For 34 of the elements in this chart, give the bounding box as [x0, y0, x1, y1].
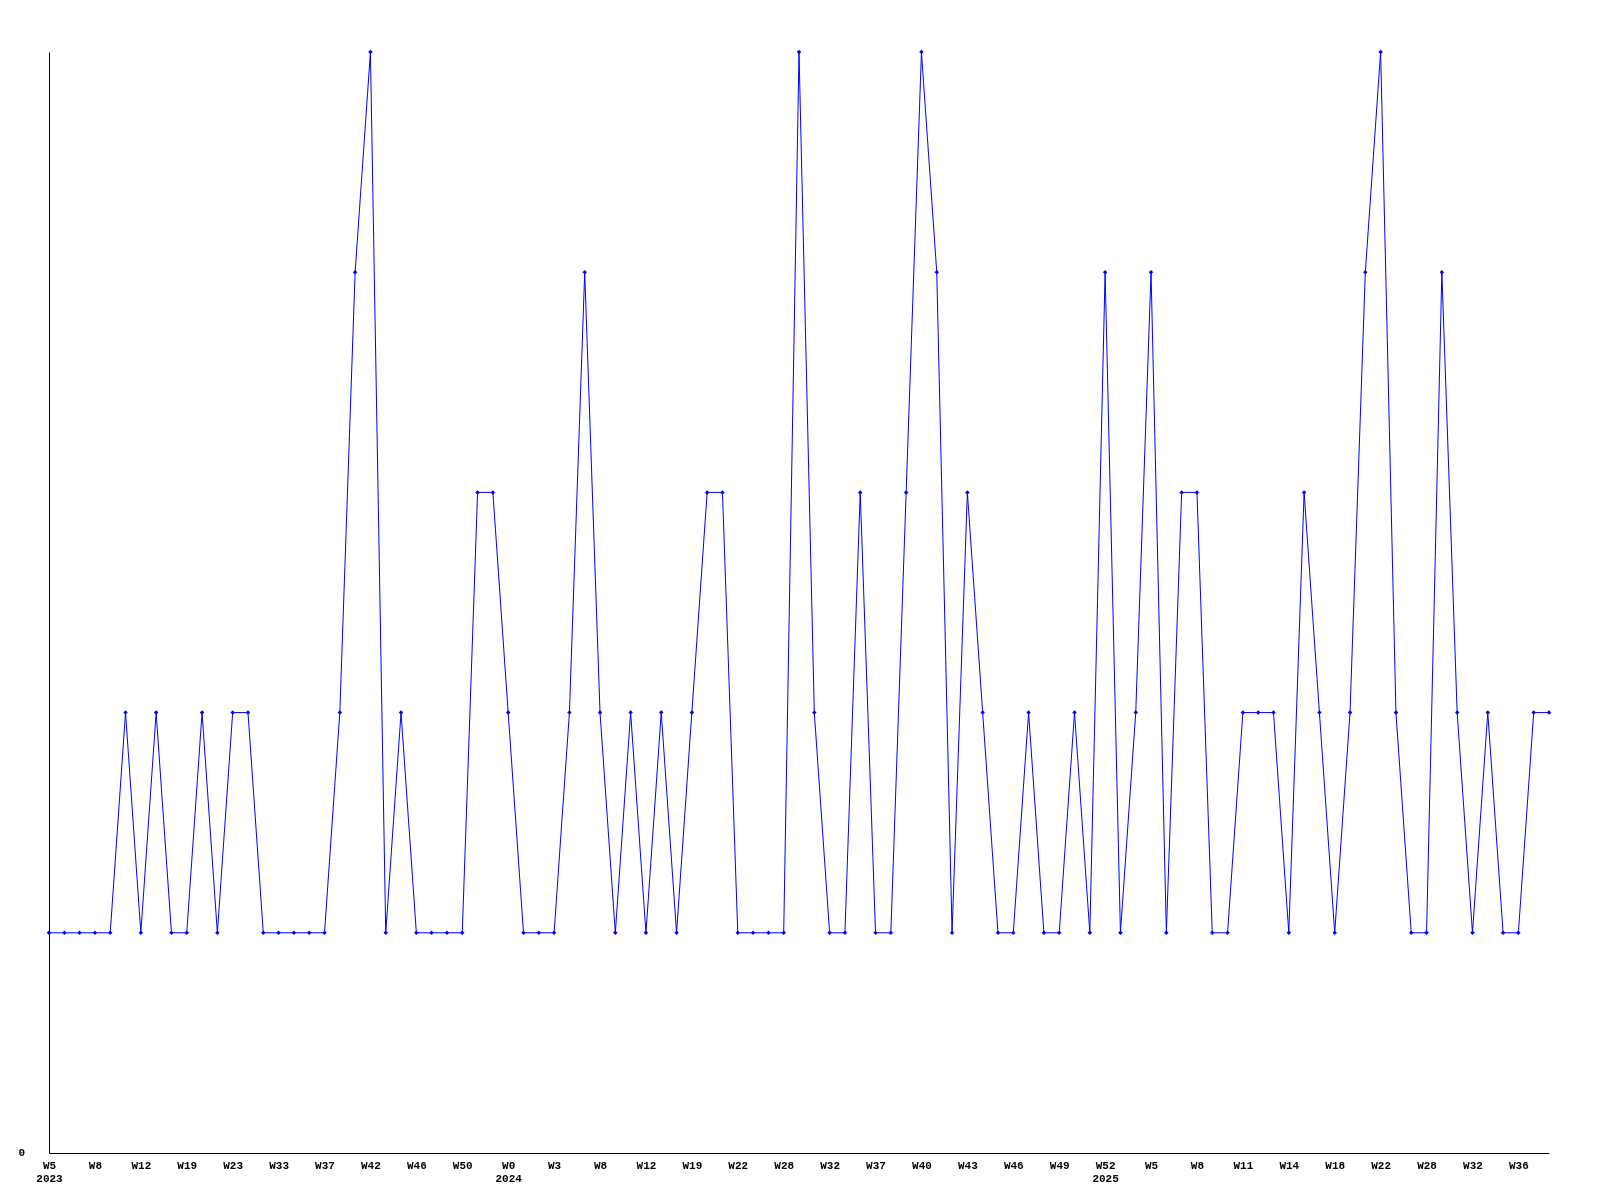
x-tick-label: W50 — [452, 1159, 473, 1172]
x-tick-label: W36 — [1508, 1159, 1529, 1172]
x-tick-label: W14 — [1279, 1159, 1300, 1172]
x-tick-label: W52 2025 — [1092, 1159, 1120, 1185]
x-tick-label: W5 2023 — [36, 1159, 64, 1185]
x-tick-label: W12 — [636, 1159, 657, 1172]
x-tick-label: W46 — [406, 1159, 427, 1172]
x-tick-label: W33 — [269, 1159, 290, 1172]
x-tick-label: W43 — [957, 1159, 979, 1172]
x-tick-label: W22 — [728, 1159, 749, 1172]
x-tick-label: W40 — [912, 1159, 932, 1172]
x-tick-label: W8 — [593, 1159, 608, 1172]
x-tick-label: W8 — [88, 1159, 103, 1172]
x-tick-label: W5 — [1144, 1159, 1159, 1172]
x-tick-label: W12 — [131, 1159, 152, 1172]
x-tick-label: W32 — [820, 1159, 841, 1172]
x-tick-label: W0 2024 — [495, 1159, 523, 1185]
x-tick-label: W3 — [548, 1159, 562, 1172]
x-tick-label: W28 — [774, 1159, 795, 1172]
x-tick-label: W8 — [1190, 1159, 1205, 1172]
x-tick-label: W37 — [315, 1159, 335, 1172]
text: 0 — [18, 1147, 25, 1159]
x-tick-label: W42 — [361, 1159, 381, 1172]
x-tick-label: W11 — [1233, 1159, 1254, 1172]
x-tick-label: W19 — [177, 1159, 198, 1172]
x-tick-label: W18 — [1325, 1159, 1346, 1172]
x-tick-label: W37 — [866, 1159, 886, 1172]
x-tick-label: W22 — [1371, 1159, 1392, 1172]
x-tick-label: W49 — [1049, 1159, 1070, 1172]
x-tick-label: W46 — [1003, 1159, 1024, 1172]
x-tick-label: W19 — [682, 1159, 703, 1172]
x-tick-label: W23 — [223, 1159, 244, 1172]
x-tick-label: W28 — [1417, 1159, 1438, 1172]
x-tick-label: W32 — [1463, 1159, 1483, 1172]
